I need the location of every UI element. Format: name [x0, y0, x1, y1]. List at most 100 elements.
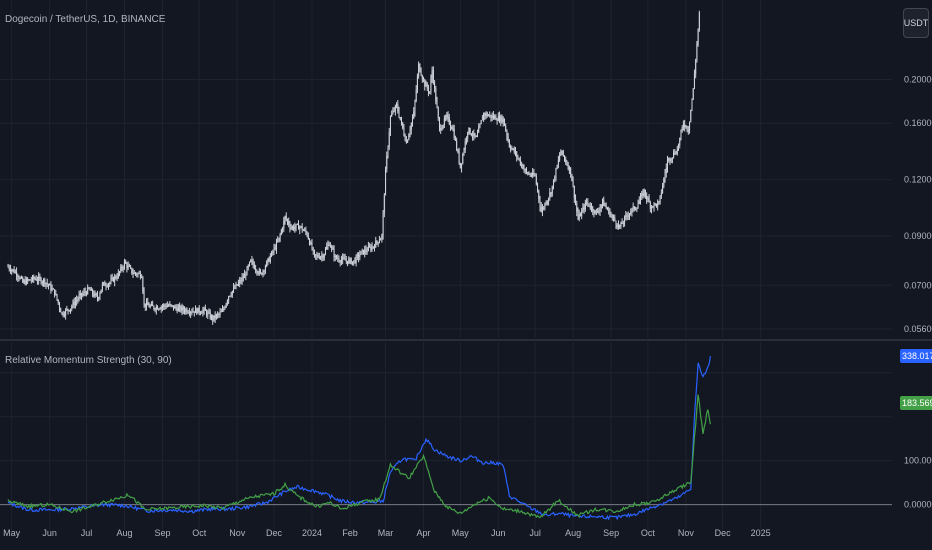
- candle-body: [617, 224, 619, 227]
- candle-body: [698, 12, 700, 29]
- candle-body: [659, 195, 661, 202]
- candle-body: [199, 312, 201, 314]
- candle-body: [508, 140, 510, 147]
- candle-body: [237, 282, 239, 286]
- candle-body: [484, 113, 486, 116]
- time-tick-label: Nov: [229, 528, 246, 538]
- candle-body: [690, 109, 692, 122]
- candle-body: [127, 265, 129, 268]
- candle-body: [257, 272, 259, 274]
- candle-body: [529, 173, 531, 176]
- time-tick-label: 2025: [751, 528, 771, 538]
- candle-body: [527, 172, 529, 175]
- currency-button[interactable]: USDT: [903, 8, 929, 38]
- candle-body: [33, 276, 35, 279]
- candle-body: [134, 272, 136, 274]
- candle-body: [58, 303, 60, 309]
- candle-body: [512, 148, 514, 150]
- candle-body: [79, 293, 81, 296]
- candle-body: [483, 113, 485, 120]
- candle-body: [359, 254, 361, 258]
- candle-body: [229, 295, 231, 297]
- candle-body: [624, 216, 626, 223]
- candle-body: [197, 307, 199, 314]
- candle-body: [366, 250, 368, 252]
- candle-body: [403, 128, 405, 136]
- candle-body: [331, 247, 333, 249]
- candle-body: [182, 307, 184, 311]
- candle-body: [116, 277, 118, 279]
- candle-body: [362, 249, 364, 255]
- candle-body: [437, 107, 439, 118]
- candle-body: [318, 257, 320, 259]
- candle-body: [490, 114, 492, 118]
- candle-body: [139, 273, 141, 278]
- candle-body: [528, 173, 530, 175]
- time-tick-label: Dec: [715, 528, 732, 538]
- candle-body: [496, 120, 498, 122]
- candle-body: [524, 169, 526, 171]
- candle-body: [264, 266, 266, 271]
- candle-body: [492, 115, 494, 119]
- candle-body: [579, 214, 581, 217]
- candle-body: [88, 287, 90, 289]
- candle-body: [632, 206, 634, 209]
- candle-body: [679, 137, 681, 146]
- candle-body: [334, 256, 336, 258]
- candle-body: [413, 111, 415, 118]
- candle-body: [350, 258, 352, 264]
- candle-body: [62, 313, 64, 316]
- candle-body: [111, 277, 113, 280]
- candle-body: [307, 235, 309, 240]
- candle-body: [588, 203, 590, 207]
- time-tick-label: Oct: [192, 528, 207, 538]
- time-tick-label: Dec: [266, 528, 283, 538]
- candle-body: [548, 198, 550, 201]
- candle-body: [324, 249, 326, 255]
- candle-body: [294, 227, 296, 230]
- candle-body: [250, 259, 252, 262]
- candle-body: [242, 277, 244, 279]
- candle-body: [175, 306, 177, 308]
- candle-body: [204, 308, 206, 311]
- candle-body: [571, 174, 573, 182]
- candle-body: [507, 136, 509, 141]
- candle-body: [321, 255, 323, 257]
- candle-body: [126, 263, 128, 268]
- candle-body: [29, 279, 31, 281]
- candle-body: [128, 265, 130, 267]
- candle-body: [153, 306, 155, 310]
- candle-body: [399, 117, 401, 120]
- candle-body: [46, 282, 48, 285]
- candle-body: [277, 240, 279, 242]
- candle-body: [55, 294, 57, 296]
- candle-body: [288, 221, 290, 225]
- candle-body: [364, 249, 366, 255]
- candle-body: [361, 249, 363, 252]
- candle-body: [263, 270, 265, 272]
- time-axis: May Jun Jul Aug Sep Oct Nov Dec 2024 Feb Mar Apr May…: [3, 528, 770, 538]
- candle-body: [592, 206, 594, 212]
- candle-body: [233, 287, 235, 291]
- time-tick-label: Sep: [154, 528, 170, 538]
- candle-body: [626, 215, 628, 217]
- candle-body: [267, 258, 269, 262]
- candle-body: [340, 259, 342, 263]
- candle-body: [409, 129, 411, 135]
- candle-body: [35, 278, 37, 281]
- candle-body: [377, 241, 379, 243]
- candle-body: [518, 158, 520, 160]
- candle-body: [177, 307, 179, 312]
- candle-body: [651, 206, 653, 209]
- candle-body: [665, 167, 667, 174]
- candle-body: [191, 312, 193, 314]
- candle-body: [106, 286, 108, 288]
- candle-body: [669, 158, 671, 161]
- candle-body: [627, 215, 629, 217]
- time-tick-label: Oct: [641, 528, 656, 538]
- candle-body: [101, 283, 103, 290]
- candle-body: [695, 60, 697, 75]
- candle-body: [210, 315, 212, 319]
- candle-body: [545, 203, 547, 205]
- candle-body: [615, 220, 617, 225]
